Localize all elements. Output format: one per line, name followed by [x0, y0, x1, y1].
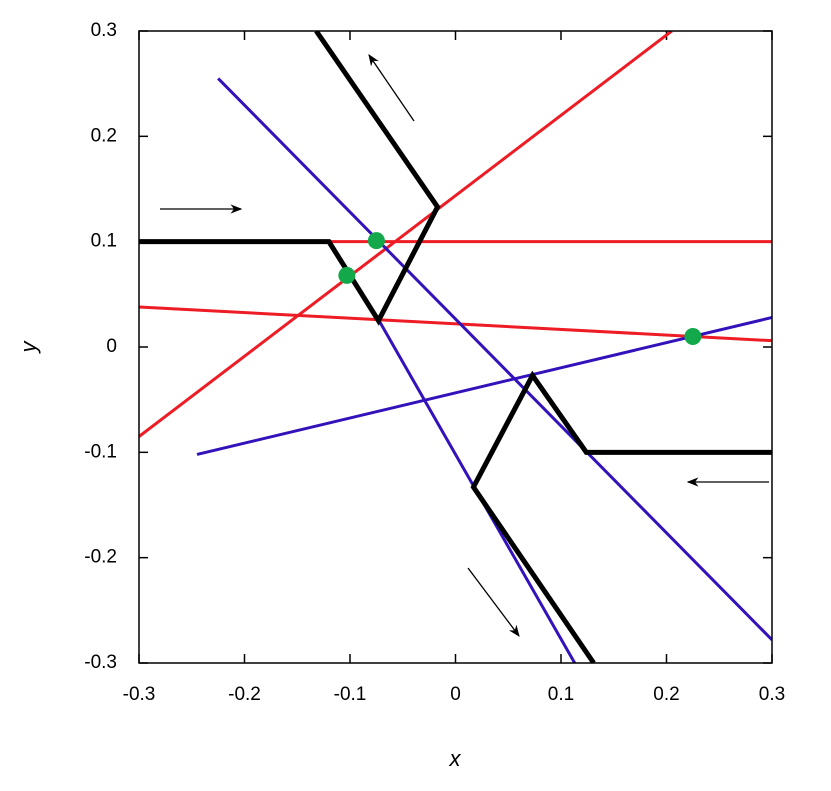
y-tick-label: -0.3 [84, 652, 117, 673]
series-line [470, 370, 772, 663]
y-tick-label: -0.1 [84, 441, 117, 462]
x-axis-label: x [449, 746, 462, 771]
x-tick-label: -0.3 [123, 684, 156, 705]
series-line [139, 31, 673, 438]
x-tick-label: 0.2 [653, 684, 679, 705]
plot-area: -0.3 -0.2 -0.1 0 0.1 0.2 0.3 -0.3 -0.2 -0.1 0 0.1 0.… [84, 20, 785, 705]
series-line [139, 31, 441, 326]
series-line [139, 305, 772, 343]
point [684, 327, 702, 345]
arrow [368, 54, 415, 122]
series-line [196, 316, 772, 456]
series-line [217, 77, 772, 641]
y-tick-label: 0.2 [91, 125, 117, 146]
x-tick-label: 0.3 [759, 684, 785, 705]
point [338, 266, 356, 284]
y-tick-label: 0.1 [91, 231, 117, 252]
y-tick-label: -0.2 [84, 547, 117, 568]
point [367, 232, 385, 250]
x-tick-label: -0.1 [334, 684, 367, 705]
y-tick-label: 0.3 [91, 20, 117, 41]
x-tick-label: -0.2 [228, 684, 261, 705]
x-tick-label: 0.1 [548, 684, 574, 705]
x-tick-label: 0 [450, 684, 461, 705]
y-axis-label: y [16, 340, 41, 355]
direction-arrows [160, 54, 769, 637]
arrow [467, 567, 520, 637]
y-tick-label: 0 [106, 336, 117, 357]
plot-frame [138, 30, 773, 664]
